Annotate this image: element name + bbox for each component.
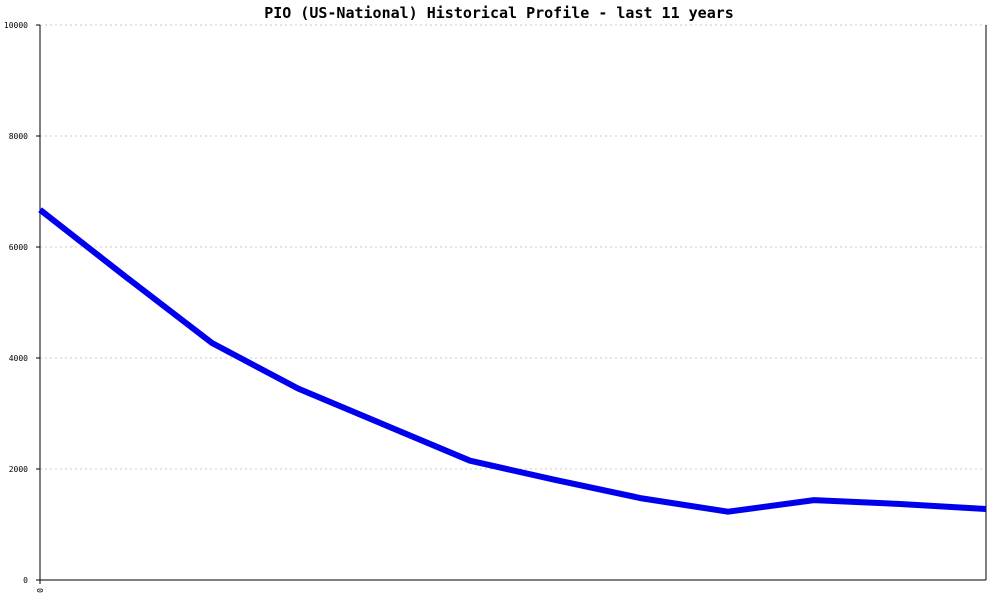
x-tick-label: 0 [36,588,45,593]
series-layer [38,207,987,515]
series-line [38,207,987,515]
y-tick-label: 6000 [9,243,28,252]
y-tick-label: 2000 [9,465,28,474]
tick-labels: 0 2000 4000 6000 8000 10000 0 [4,21,45,593]
y-tick-label: 10000 [4,21,28,30]
y-tick-label: 0 [23,576,28,585]
chart-title: PIO (US-National) Historical Profile - l… [264,4,734,22]
y-tick-label: 8000 [9,132,28,141]
axes [36,24,987,584]
grid-lines [40,24,986,470]
y-tick-label: 4000 [9,354,28,363]
